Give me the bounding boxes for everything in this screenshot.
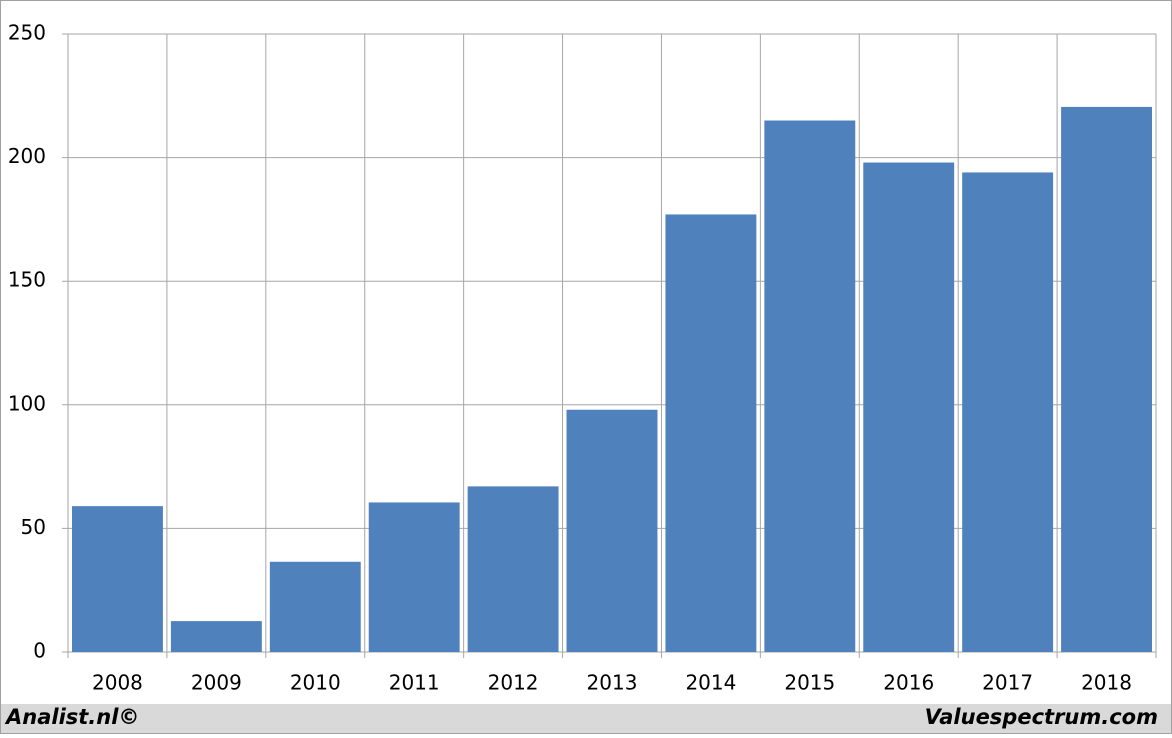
y-tick-label: 50 xyxy=(21,515,46,539)
bar xyxy=(72,506,163,652)
bar xyxy=(764,120,856,652)
x-tick-label: 2018 xyxy=(1081,671,1132,695)
x-tick-label: 2010 xyxy=(290,671,341,695)
x-tick-label: 2017 xyxy=(982,671,1033,695)
x-tick-label: 2016 xyxy=(883,671,934,695)
x-tick-label: 2013 xyxy=(587,671,638,695)
x-tick-label: 2015 xyxy=(784,671,835,695)
bar xyxy=(467,486,559,652)
footer-band xyxy=(1,704,1171,733)
x-tick-label: 2014 xyxy=(685,671,736,695)
bar xyxy=(665,214,757,652)
x-tick-label: 2011 xyxy=(389,671,440,695)
footer-left: Analist.nl© xyxy=(4,705,139,729)
bar xyxy=(566,409,658,652)
x-tick-label: 2008 xyxy=(92,671,143,695)
x-tick-label: 2009 xyxy=(191,671,242,695)
y-tick-label: 150 xyxy=(8,268,46,292)
bar xyxy=(368,502,460,652)
bar xyxy=(863,162,955,652)
bar xyxy=(1061,106,1152,652)
y-tick-label: 0 xyxy=(33,639,46,663)
bar xyxy=(962,172,1054,652)
bar xyxy=(269,561,361,652)
x-tick-label: 2012 xyxy=(488,671,539,695)
bar xyxy=(170,621,262,652)
y-tick-label: 100 xyxy=(8,391,46,415)
footer-right: Valuespectrum.com xyxy=(925,705,1158,729)
y-tick-label: 250 xyxy=(8,21,46,45)
y-tick-label: 200 xyxy=(8,144,46,168)
